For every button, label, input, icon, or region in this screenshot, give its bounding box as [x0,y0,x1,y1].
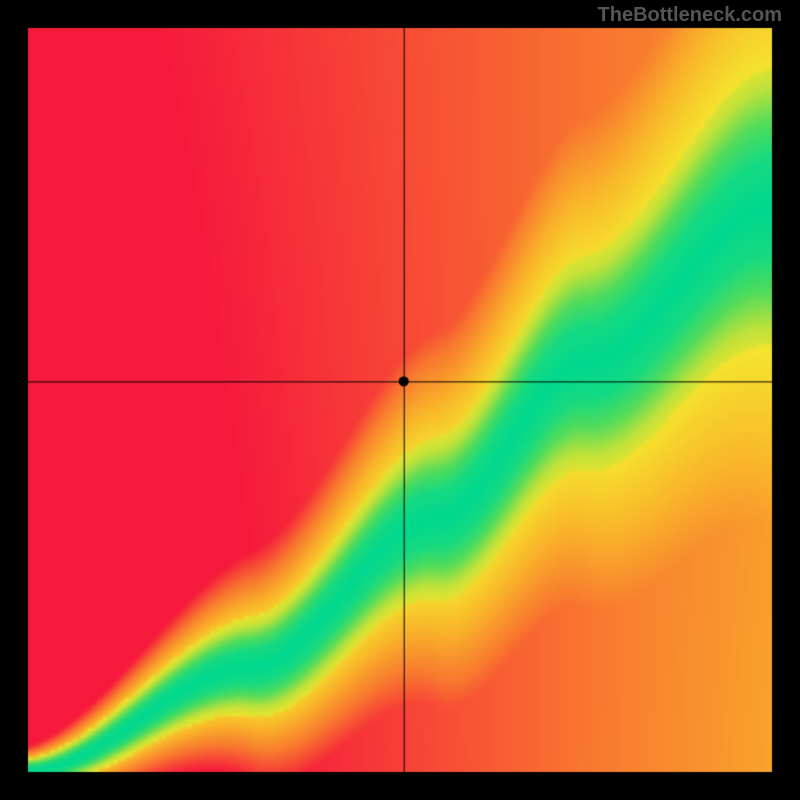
bottleneck-heatmap [0,0,800,800]
chart-container: TheBottleneck.com [0,0,800,800]
attribution-text: TheBottleneck.com [598,4,782,27]
